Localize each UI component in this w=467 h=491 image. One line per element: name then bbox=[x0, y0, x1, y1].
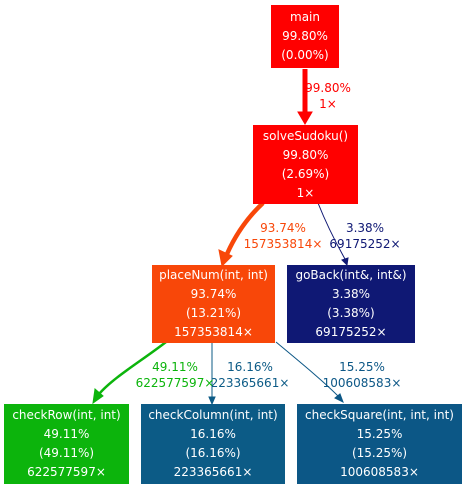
node-checkcolumn-total: 16.16% bbox=[190, 427, 236, 441]
node-main-name: main bbox=[290, 10, 320, 24]
edge-placenum-to-checksquare-arrowhead bbox=[334, 393, 344, 404]
edge-solvesudoku-to-goback-arrowhead bbox=[341, 257, 349, 267]
node-placenum-name: placeNum(int, int) bbox=[159, 268, 268, 282]
node-solvesudoku[interactable]: solveSudoku() 99.80% (2.69%) 1× bbox=[253, 125, 358, 204]
edge-label-placenum-checksquare: 15.25% 100608583× bbox=[320, 359, 404, 391]
node-checksquare-total: 15.25% bbox=[356, 427, 403, 441]
edge-solvesudoku-to-placenum-arrowhead bbox=[218, 249, 233, 268]
node-checkrow-calls: 622577597× bbox=[27, 465, 106, 479]
edge-placenum-to-checkcolumn-arrowhead bbox=[208, 396, 216, 406]
node-checkcolumn-calls: 223365661× bbox=[173, 465, 253, 479]
edge-label-solvesudoku-goback: 3.38% 69175252× bbox=[325, 220, 405, 252]
node-placenum[interactable]: placeNum(int, int) 93.74% (13.21%) 15735… bbox=[152, 265, 275, 343]
edge-label-main-solvesudoku: 99.80% 1× bbox=[298, 80, 358, 112]
edge-placenum-to-checkrow bbox=[98, 341, 167, 395]
edge-label-placenum-checksquare-pct: 15.25% bbox=[339, 360, 385, 374]
edge-label-solvesudoku-placenum: 93.74% 157353814× bbox=[243, 220, 323, 252]
edge-label-solvesudoku-placenum-pct: 93.74% bbox=[260, 221, 306, 235]
node-main-total: 99.80% bbox=[282, 29, 328, 43]
edge-label-placenum-checkcolumn: 16.16% 223365661× bbox=[210, 359, 290, 391]
node-goback[interactable]: goBack(int&, int&) 3.38% (3.38%) 6917525… bbox=[287, 265, 415, 343]
node-placenum-calls: 157353814× bbox=[174, 325, 253, 339]
node-solvesudoku-calls: 1× bbox=[296, 185, 315, 200]
node-checkcolumn-name: checkColumn(int, int) bbox=[148, 408, 278, 422]
node-goback-name: goBack(int&, int&) bbox=[295, 268, 407, 282]
node-main[interactable]: main 99.80% (0.00%) bbox=[271, 5, 339, 68]
edge-main-to-solvesudoku-arrowhead bbox=[297, 111, 313, 125]
node-main-self: (0.00%) bbox=[281, 48, 329, 62]
edge-label-solvesudoku-goback-calls: 69175252× bbox=[329, 237, 401, 251]
edge-label-solvesudoku-placenum-calls: 157353814× bbox=[243, 237, 323, 251]
edge-label-placenum-checkrow-pct: 49.11% bbox=[152, 360, 198, 374]
edge-label-placenum-checkcolumn-calls: 223365661× bbox=[210, 376, 290, 390]
node-checkcolumn-self: (16.16%) bbox=[185, 446, 241, 460]
node-placenum-self: (13.21%) bbox=[185, 306, 242, 320]
node-checkrow-name: checkRow(int, int) bbox=[12, 408, 121, 422]
edge-label-placenum-checkrow: 49.11% 622577597× bbox=[135, 359, 215, 391]
edge-solvesudoku-to-goback bbox=[317, 202, 346, 260]
node-checkrow-total: 49.11% bbox=[43, 427, 90, 441]
node-checksquare[interactable]: checkSquare(int, int, int) 15.25% (15.25… bbox=[297, 404, 462, 484]
node-solvesudoku-name: solveSudoku() bbox=[262, 128, 349, 143]
node-checkrow-self: (49.11%) bbox=[38, 446, 95, 460]
edge-placenum-to-checksquare bbox=[275, 341, 339, 397]
edge-label-placenum-checkcolumn-pct: 16.16% bbox=[227, 360, 273, 374]
node-solvesudoku-total: 99.80% bbox=[282, 147, 329, 162]
edge-label-main-solvesudoku-pct: 99.80% bbox=[305, 81, 351, 95]
edge-label-solvesudoku-goback-pct: 3.38% bbox=[345, 221, 385, 235]
node-goback-calls: 69175252× bbox=[315, 325, 387, 339]
node-goback-self: (3.38%) bbox=[327, 306, 375, 320]
node-goback-total: 3.38% bbox=[331, 287, 371, 301]
node-placenum-total: 93.74% bbox=[190, 287, 237, 301]
edge-solvesudoku-to-placenum bbox=[224, 201, 265, 255]
edge-label-placenum-checksquare-calls: 100608583× bbox=[322, 376, 402, 390]
node-checkcolumn[interactable]: checkColumn(int, int) 16.16% (16.16%) 22… bbox=[141, 404, 285, 484]
node-checksquare-calls: 100608583× bbox=[340, 465, 419, 479]
edge-placenum-to-checkrow-arrowhead bbox=[92, 388, 104, 405]
node-checkrow[interactable]: checkRow(int, int) 49.11% (49.11%) 62257… bbox=[4, 404, 129, 484]
node-solvesudoku-self: (2.69%) bbox=[281, 166, 330, 181]
node-checksquare-self: (15.25%) bbox=[351, 446, 408, 460]
edge-label-placenum-checkrow-calls: 622577597× bbox=[135, 376, 215, 390]
edge-label-main-solvesudoku-calls: 1× bbox=[319, 97, 337, 111]
node-checksquare-name: checkSquare(int, int, int) bbox=[305, 408, 454, 422]
